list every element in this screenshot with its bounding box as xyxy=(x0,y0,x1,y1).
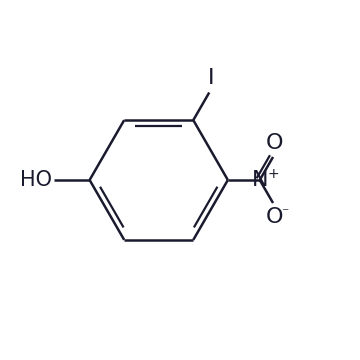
Text: ⁻: ⁻ xyxy=(281,207,288,221)
Text: +: + xyxy=(267,167,279,181)
Text: HO: HO xyxy=(21,170,53,190)
Text: O: O xyxy=(266,207,284,226)
Text: N: N xyxy=(252,170,268,190)
Text: I: I xyxy=(208,68,214,88)
Text: O: O xyxy=(266,134,284,153)
